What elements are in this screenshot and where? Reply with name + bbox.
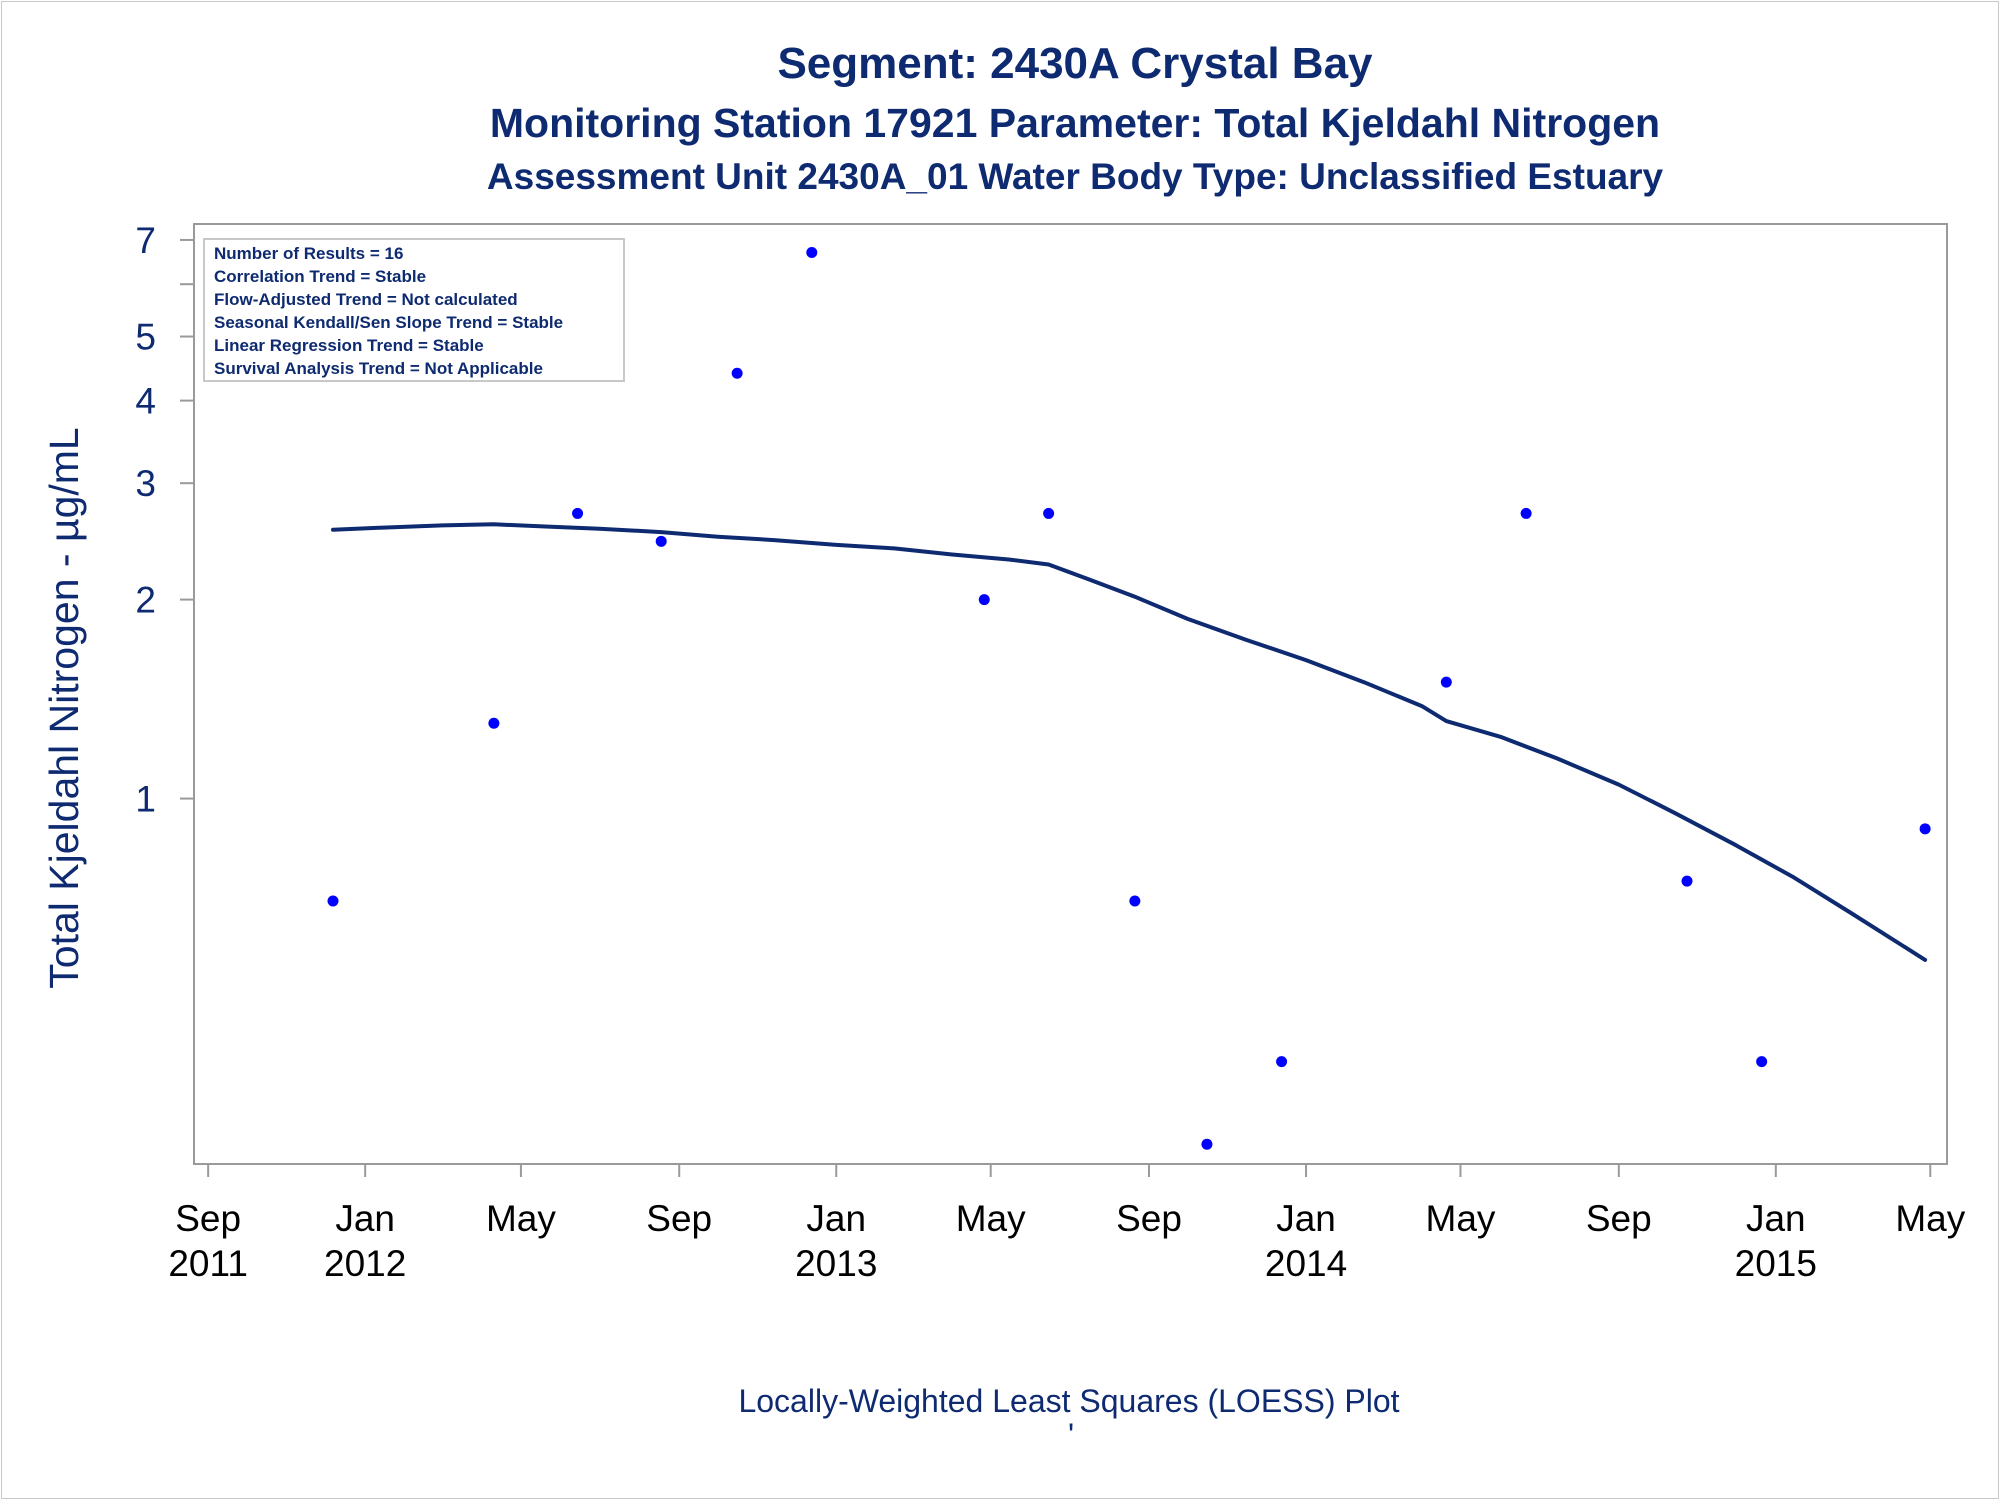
y-tick-label-3: 4 <box>135 381 156 422</box>
data-point-5 <box>806 247 818 259</box>
stats-box-frame <box>203 238 625 382</box>
data-point-1 <box>488 717 500 729</box>
data-point-4 <box>731 367 743 379</box>
data-point-11 <box>1440 676 1452 688</box>
chart-subtitle-station: Monitoring Station 17921 Parameter: Tota… <box>490 100 1660 146</box>
data-point-14 <box>1756 1056 1768 1068</box>
x-tick-label-8: May <box>1426 1198 1496 1239</box>
x-tick-year-label-0: 2011 <box>168 1243 248 1284</box>
data-point-8 <box>1129 895 1141 907</box>
x-tick-label-2: May <box>486 1198 556 1239</box>
stat-seasonal-kendall-trend: Seasonal Kendall/Sen Slope Trend = Stabl… <box>214 313 563 332</box>
data-point-12 <box>1520 507 1532 519</box>
y-tick-label-4: 5 <box>135 317 156 358</box>
x-tick-label-9: Sep <box>1586 1198 1652 1239</box>
data-point-6 <box>978 594 990 606</box>
x-tick-label-6: Sep <box>1116 1198 1182 1239</box>
chart-footnote: Locally-Weighted Least Squares (LOESS) P… <box>738 1383 1399 1419</box>
stats-box: Number of Results = 16 Correlation Trend… <box>203 238 625 382</box>
y-tick-label-2: 3 <box>135 463 156 504</box>
x-tick-label-1: Jan <box>335 1198 395 1239</box>
x-tick-year-label-1: 2012 <box>324 1243 406 1284</box>
x-tick-label-10: Jan <box>1746 1198 1806 1239</box>
chart-subtitle-assessment: Assessment Unit 2430A_01 Water Body Type… <box>487 156 1664 197</box>
y-tick-label-0: 1 <box>135 779 156 820</box>
footnote-mark: ' <box>1068 1417 1074 1453</box>
x-tick-year-label-4: 2013 <box>795 1243 877 1284</box>
data-point-9 <box>1201 1138 1213 1150</box>
data-point-15 <box>1919 823 1931 835</box>
x-tick-label-11: May <box>1895 1198 1965 1239</box>
stat-correlation-trend: Correlation Trend = Stable <box>214 267 426 286</box>
series-layer <box>327 247 1931 1150</box>
x-tick-label-0: Sep <box>175 1198 241 1239</box>
y-tick-label-1: 2 <box>135 580 156 621</box>
loess-curve <box>331 522 1928 962</box>
chart-title: Segment: 2430A Crystal Bay <box>777 39 1373 88</box>
stat-number-of-results: Number of Results = 16 <box>214 244 403 263</box>
data-point-3 <box>655 535 667 547</box>
y-axis: 1 2 3 4 5 7 <box>135 220 194 820</box>
x-tick-label-3: Sep <box>646 1198 712 1239</box>
data-point-0 <box>327 895 339 907</box>
y-tick-label-5: 7 <box>135 220 156 261</box>
data-point-10 <box>1276 1056 1288 1068</box>
x-tick-label-4: Jan <box>806 1198 866 1239</box>
data-point-7 <box>1043 507 1055 519</box>
stat-linear-regression-trend: Linear Regression Trend = Stable <box>214 336 484 355</box>
x-tick-label-5: May <box>956 1198 1026 1239</box>
x-tick-year-label-7: 2014 <box>1265 1243 1347 1284</box>
stat-flow-adjusted-trend: Flow-Adjusted Trend = Not calculated <box>214 290 518 309</box>
y-axis-label: Total Kjeldahl Nitrogen - µg/mL <box>41 427 87 988</box>
data-point-2 <box>572 507 584 519</box>
data-point-13 <box>1681 875 1693 887</box>
x-tick-label-7: Jan <box>1276 1198 1336 1239</box>
stat-survival-analysis-trend: Survival Analysis Trend = Not Applicable <box>214 359 543 378</box>
x-tick-year-label-10: 2015 <box>1735 1243 1817 1284</box>
